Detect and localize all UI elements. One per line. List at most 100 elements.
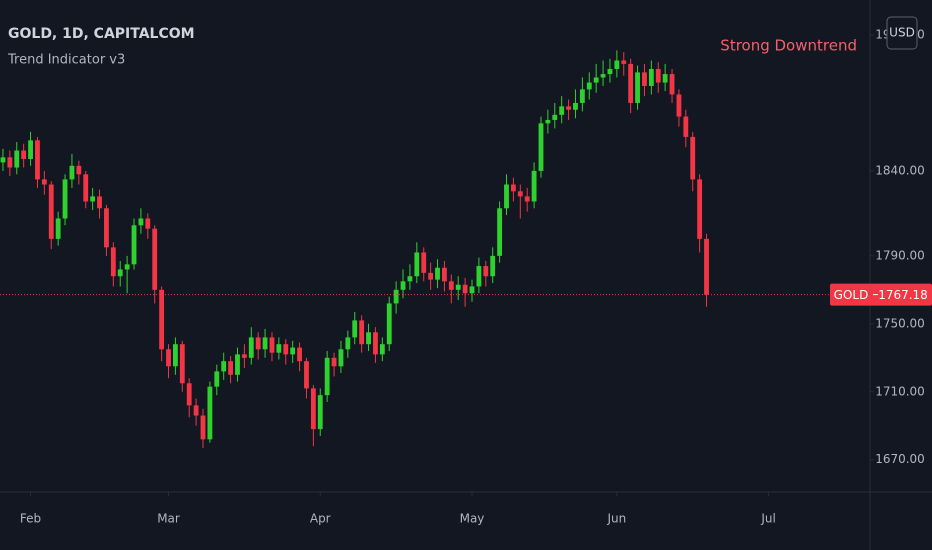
candle-body	[228, 361, 234, 375]
candle-body	[393, 289, 399, 304]
candle-body	[7, 157, 13, 168]
candle-body	[455, 284, 461, 290]
candle-body	[373, 332, 378, 355]
candle-body	[579, 89, 585, 103]
candle-body	[697, 179, 703, 239]
candle-body	[414, 252, 420, 277]
candle-body	[386, 303, 392, 345]
trend-annotation: Strong Downtrend	[720, 37, 857, 55]
y-tick-label: 1670.00	[875, 452, 925, 466]
last-price-box	[830, 283, 932, 306]
candle-body	[428, 272, 434, 280]
candle-body	[35, 140, 40, 180]
candle-body	[662, 74, 668, 83]
candle-body	[317, 395, 323, 430]
candle-body	[442, 267, 447, 282]
candle-body	[76, 165, 82, 175]
candle-body	[159, 289, 165, 350]
candle-body	[104, 208, 109, 248]
candle-body	[379, 344, 385, 355]
candle-body	[97, 196, 102, 209]
x-tick-label: Jul	[760, 512, 775, 526]
candle-body	[669, 74, 675, 95]
candle-body	[635, 72, 640, 103]
x-tick-label: Jun	[606, 512, 626, 526]
candle-body	[310, 388, 316, 430]
candle-body	[62, 179, 68, 219]
candle-body	[421, 252, 427, 273]
candle-body	[152, 228, 158, 290]
candle-body	[0, 157, 6, 163]
candle-body	[648, 68, 654, 86]
candle-body	[628, 63, 634, 103]
candle-body	[338, 349, 344, 367]
candle-body	[324, 357, 330, 396]
candle-body	[683, 116, 689, 137]
candle-body	[276, 344, 282, 353]
candle-body	[207, 386, 213, 440]
last-symbol: GOLD	[834, 288, 869, 302]
candle-body	[331, 357, 337, 367]
axes: 1670.001710.001750.001790.001840.001920.…	[20, 27, 932, 526]
candle-body	[586, 82, 592, 90]
y-tick-label: 1840.00	[875, 163, 925, 177]
y-tick-label: 1750.00	[875, 316, 925, 330]
candle-body	[14, 150, 20, 168]
candle-body	[290, 347, 296, 355]
candle-body	[200, 415, 206, 440]
candle-body	[221, 361, 227, 372]
candle-body	[235, 354, 240, 375]
candle-body	[448, 281, 454, 290]
candle-body	[262, 337, 268, 350]
y-tick-label: 1710.00	[875, 384, 925, 398]
candle-body	[614, 60, 620, 69]
candle-body	[124, 264, 130, 270]
candle-body	[145, 218, 151, 229]
candle-body	[214, 371, 220, 387]
candle-body	[41, 179, 47, 185]
candle-body	[345, 337, 351, 350]
currency-button[interactable]	[886, 16, 918, 50]
candle-body	[504, 184, 509, 209]
candle-body	[510, 184, 516, 192]
candle-body	[655, 68, 661, 83]
candle-body	[545, 119, 551, 124]
candle-body	[552, 114, 558, 120]
candle-body	[366, 332, 371, 345]
candle-body	[676, 94, 682, 117]
candle-body	[593, 77, 599, 83]
candle-body	[531, 170, 537, 202]
candle-body	[490, 255, 496, 277]
candle-body	[600, 74, 606, 78]
plot-area	[0, 50, 870, 448]
candle-body	[241, 354, 247, 358]
candle-body	[138, 218, 144, 226]
candle-body	[483, 266, 489, 277]
candle-body	[166, 349, 171, 367]
y-tick-label: 1790.00	[875, 248, 925, 262]
candle-body	[55, 218, 61, 239]
candle-body	[469, 286, 475, 294]
last-price-label: 1767.18	[878, 288, 928, 302]
candle-body	[283, 344, 289, 355]
candle-body	[497, 208, 503, 256]
indicator-name[interactable]: Trend Indicator v3	[7, 53, 125, 68]
candle-body	[400, 281, 406, 290]
chart-title: GOLD, 1D, CAPITALCOM	[8, 26, 195, 42]
candle-body	[193, 405, 199, 416]
x-tick-label: Feb	[20, 512, 41, 526]
candle-body	[131, 225, 137, 265]
candle-body	[359, 320, 365, 345]
candle-body	[186, 383, 192, 406]
candle-body	[462, 284, 468, 294]
candle-body	[476, 266, 482, 287]
candle-body	[573, 102, 578, 110]
candle-body	[407, 276, 413, 282]
candle-body	[352, 320, 358, 338]
currency-label[interactable]: USD	[889, 26, 915, 40]
candle-body	[538, 123, 544, 171]
candle-body	[248, 337, 254, 358]
